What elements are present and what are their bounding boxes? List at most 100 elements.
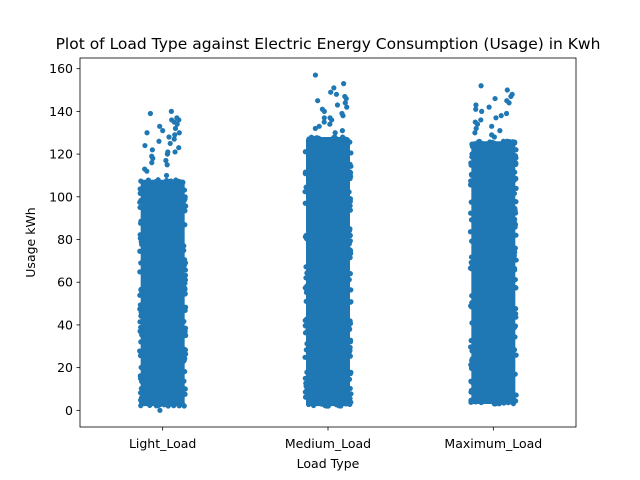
data-point — [327, 136, 333, 143]
data-point — [147, 402, 153, 408]
data-point — [347, 353, 353, 359]
data-point — [489, 123, 495, 129]
data-point — [467, 344, 474, 350]
data-point — [138, 403, 144, 409]
data-point — [308, 135, 314, 141]
data-point — [468, 199, 474, 205]
data-point — [169, 117, 175, 123]
data-point — [334, 401, 341, 407]
data-point — [468, 254, 475, 260]
data-point — [469, 293, 475, 299]
data-point — [497, 128, 503, 134]
points-layer — [137, 72, 519, 413]
data-point — [142, 142, 148, 149]
data-point — [511, 324, 518, 331]
x-axis-ticks: Light_Load Medium_Load Maximum_Load — [129, 427, 542, 451]
y-tick-label: 40 — [57, 317, 73, 332]
x-axis-label: Load Type — [297, 456, 360, 471]
data-point — [468, 162, 474, 168]
data-point — [137, 319, 143, 325]
y-tick-label: 0 — [65, 403, 73, 418]
data-point — [344, 104, 350, 110]
data-point — [302, 171, 308, 177]
data-point — [138, 178, 144, 184]
data-point — [347, 161, 353, 167]
data-point — [302, 394, 309, 400]
x-tick-label: Medium_Load — [285, 436, 371, 451]
y-tick-label: 160 — [49, 61, 73, 76]
data-point — [498, 113, 504, 119]
data-point — [321, 115, 327, 121]
y-tick-label: 120 — [49, 147, 73, 162]
y-tick-label: 60 — [57, 275, 73, 290]
data-point — [473, 102, 479, 108]
data-point — [182, 328, 188, 334]
data-point — [181, 247, 187, 253]
data-point — [182, 194, 188, 200]
data-point — [144, 130, 150, 136]
data-point — [342, 93, 348, 100]
data-point — [176, 130, 182, 136]
data-point — [347, 238, 353, 244]
data-point — [149, 160, 155, 166]
data-point — [511, 347, 518, 353]
data-point — [182, 257, 188, 263]
data-point — [305, 401, 312, 408]
data-point — [142, 166, 148, 172]
data-point — [489, 132, 495, 138]
data-point — [347, 227, 353, 234]
data-point — [510, 139, 516, 145]
data-point — [347, 271, 353, 277]
data-point — [137, 375, 144, 382]
data-point — [347, 232, 353, 238]
data-point — [469, 360, 475, 366]
data-point — [478, 83, 484, 89]
data-point — [183, 332, 189, 339]
data-point — [468, 379, 475, 385]
x-tick-label: Light_Load — [129, 436, 196, 451]
y-axis-ticks: 0 20 40 60 80 100 120 140 160 — [49, 61, 80, 418]
data-point — [316, 123, 322, 129]
data-point — [302, 354, 308, 360]
data-point — [303, 289, 310, 296]
data-point — [182, 291, 188, 297]
data-point — [302, 200, 308, 206]
data-point — [304, 369, 310, 375]
data-point — [138, 260, 144, 266]
data-point — [468, 337, 474, 344]
data-point — [333, 91, 340, 97]
data-point — [138, 339, 144, 345]
data-point — [347, 344, 353, 350]
data-point — [172, 132, 178, 138]
data-point — [479, 108, 485, 114]
data-point — [138, 364, 144, 371]
data-point — [513, 257, 519, 263]
data-point — [303, 321, 310, 328]
data-point — [511, 253, 517, 259]
data-point — [302, 330, 309, 336]
data-point — [302, 389, 308, 395]
data-point — [511, 190, 518, 197]
data-point — [468, 217, 475, 223]
data-point — [513, 306, 519, 312]
strip-dense-points — [471, 141, 516, 404]
data-point — [163, 157, 169, 164]
y-tick-label: 20 — [57, 360, 73, 375]
data-point — [166, 134, 172, 140]
data-point — [492, 401, 498, 407]
data-point — [339, 128, 345, 134]
data-point — [310, 402, 317, 409]
data-point — [513, 352, 519, 358]
data-point — [347, 320, 354, 327]
data-point — [137, 348, 143, 354]
data-point — [346, 196, 352, 202]
data-point — [346, 277, 352, 283]
data-point — [314, 135, 320, 141]
data-point — [137, 353, 144, 359]
data-point — [332, 130, 338, 136]
data-point — [512, 392, 519, 398]
data-point — [182, 208, 188, 214]
data-point — [468, 303, 474, 309]
data-point — [348, 170, 354, 176]
data-point — [512, 205, 518, 212]
